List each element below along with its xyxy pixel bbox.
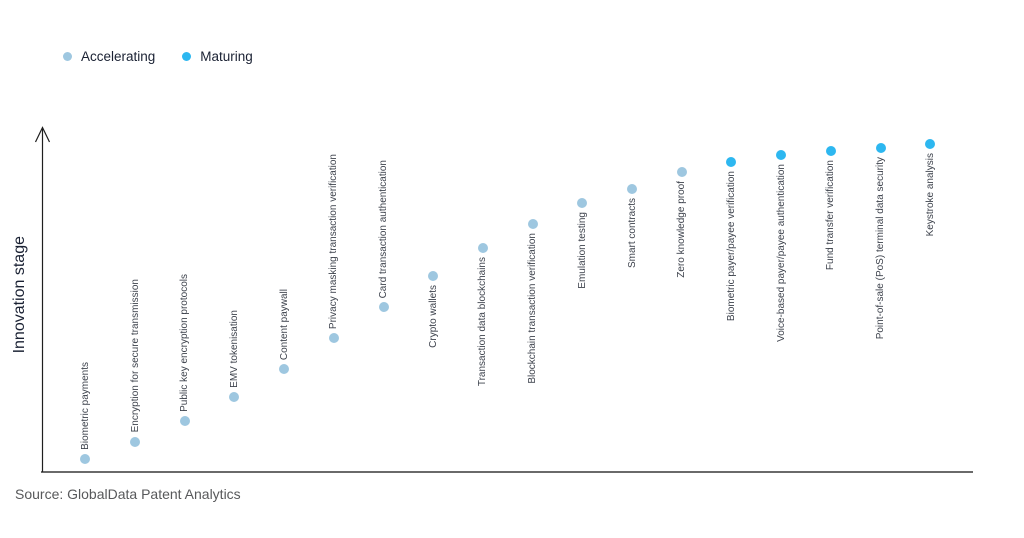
data-point-dot (378, 301, 389, 312)
source-text: Source: GlobalData Patent Analytics (15, 486, 241, 502)
data-point-label: Zero knowledge proof (676, 180, 688, 278)
data-point-label: Fund transfer verification (825, 160, 837, 271)
data-point-dot (825, 146, 836, 157)
data-point-label: Biometric payer/payee verification (725, 170, 737, 321)
data-point-dot (229, 391, 240, 402)
data-point-dot (776, 149, 787, 160)
data-point-label: Crypto wallets (427, 284, 439, 348)
data-point-dot (428, 270, 439, 281)
data-point-label: Card transaction authentication (378, 159, 389, 298)
data-point-label: Biometric payments (79, 362, 91, 451)
legend: Accelerating Maturing (63, 49, 253, 64)
data-point-dot (130, 436, 140, 447)
data-point-label: Privacy masking transaction verification (328, 153, 340, 330)
data-point-dot (477, 243, 488, 254)
data-point-dot (925, 139, 936, 150)
legend-item-maturing: Maturing (182, 49, 253, 64)
data-point-label: Smart contracts (626, 198, 638, 269)
legend-label-maturing: Maturing (200, 49, 253, 64)
maturing-dot-icon (182, 52, 192, 61)
data-point-dot (577, 198, 588, 209)
data-point-dot (179, 416, 190, 427)
data-point-dot (627, 184, 637, 195)
data-point-dot (875, 142, 886, 153)
data-point-label: Keystroke analysis (924, 153, 936, 237)
data-point-label: EMV tokenisation (228, 310, 240, 388)
legend-label-accelerating: Accelerating (81, 49, 156, 64)
data-point-label: Transaction data blockchains (477, 257, 489, 387)
y-axis-arrowhead-icon (34, 126, 51, 143)
accelerating-dot-icon (63, 52, 72, 61)
data-point-label: Emulation testing (576, 212, 588, 289)
data-point-label: Point-of-sale (PoS) terminal data securi… (875, 156, 886, 340)
data-point-dot (726, 156, 737, 167)
data-point-dot (676, 166, 687, 177)
data-point-dot (279, 364, 290, 375)
data-point-dot (328, 333, 339, 344)
data-point-label: Content paywall (278, 289, 290, 361)
data-point-label: Blockchain transaction verification (527, 232, 539, 384)
legend-item-accelerating: Accelerating (63, 49, 155, 64)
data-point-dot (527, 218, 538, 229)
data-point-label: Encryption for secure transmission (129, 279, 141, 433)
data-point-dot (80, 454, 91, 465)
data-point-label: Voice-based payer/payee authentication (775, 163, 787, 342)
data-point-label: Public key encryption protocols (179, 274, 191, 413)
